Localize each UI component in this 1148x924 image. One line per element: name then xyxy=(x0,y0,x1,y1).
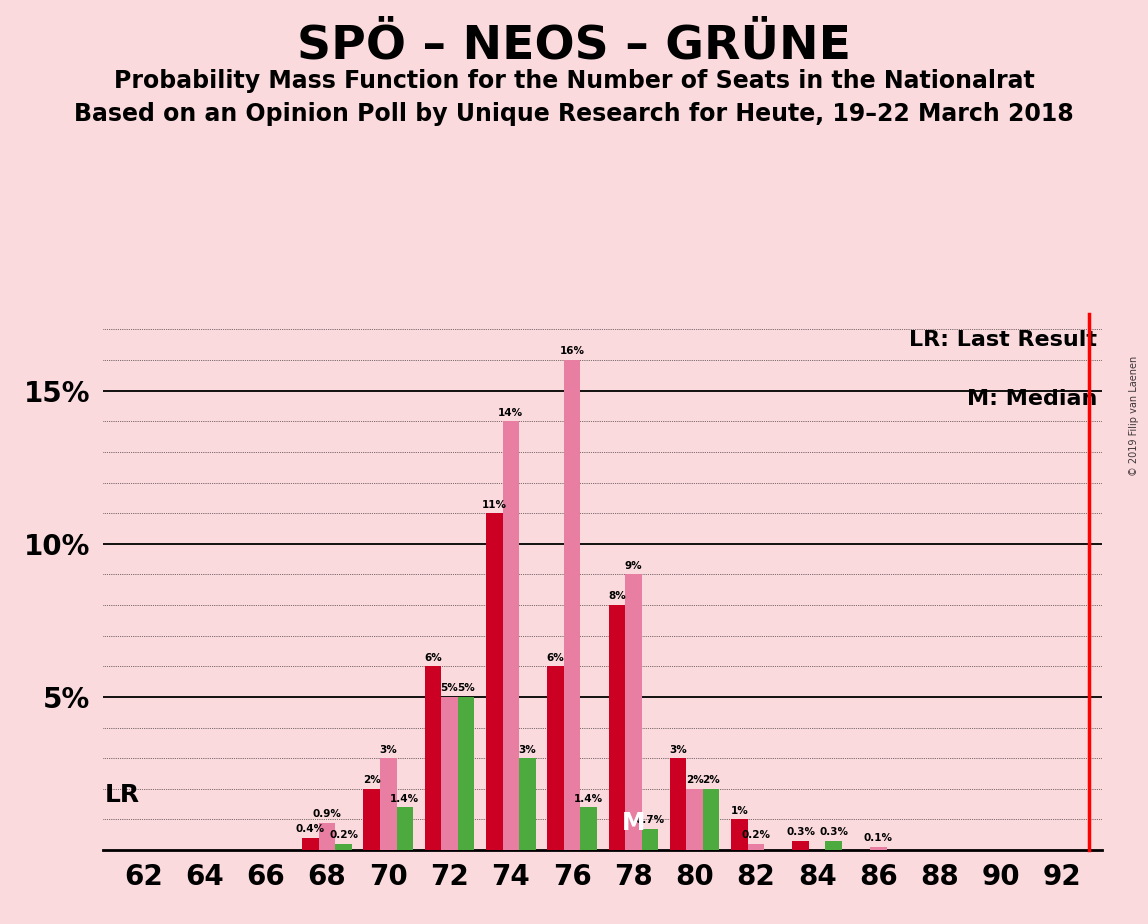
Bar xyxy=(825,841,841,850)
Bar xyxy=(687,789,703,850)
Bar xyxy=(503,421,519,850)
Text: 1%: 1% xyxy=(730,806,748,816)
Bar xyxy=(364,789,380,850)
Bar xyxy=(458,697,474,850)
Text: 2%: 2% xyxy=(363,775,381,785)
Bar xyxy=(319,822,335,850)
Bar xyxy=(703,789,720,850)
Text: M: Median: M: Median xyxy=(967,389,1097,409)
Text: 14%: 14% xyxy=(498,407,523,418)
Text: 3%: 3% xyxy=(669,745,687,755)
Text: Probability Mass Function for the Number of Seats in the Nationalrat: Probability Mass Function for the Number… xyxy=(114,69,1034,93)
Bar xyxy=(380,759,396,850)
Text: 5%: 5% xyxy=(457,683,475,693)
Text: 5%: 5% xyxy=(441,683,458,693)
Text: 0.9%: 0.9% xyxy=(312,808,341,819)
Bar xyxy=(792,841,809,850)
Bar xyxy=(548,666,564,850)
Text: 0.3%: 0.3% xyxy=(820,827,848,837)
Bar xyxy=(747,844,765,850)
Text: 1.4%: 1.4% xyxy=(574,794,603,804)
Text: Based on an Opinion Poll by Unique Research for Heute, 19–22 March 2018: Based on an Opinion Poll by Unique Resea… xyxy=(75,102,1073,126)
Text: 16%: 16% xyxy=(559,346,584,357)
Text: 3%: 3% xyxy=(379,745,397,755)
Text: SPÖ – NEOS – GRÜNE: SPÖ – NEOS – GRÜNE xyxy=(297,23,851,68)
Text: 3%: 3% xyxy=(519,745,536,755)
Bar xyxy=(396,808,413,850)
Text: 9%: 9% xyxy=(625,561,642,571)
Bar xyxy=(608,605,625,850)
Bar xyxy=(669,759,687,850)
Text: LR: Last Result: LR: Last Result xyxy=(909,330,1097,350)
Bar xyxy=(731,820,747,850)
Text: 0.7%: 0.7% xyxy=(635,815,665,825)
Bar xyxy=(581,808,597,850)
Text: LR: LR xyxy=(104,783,140,807)
Text: 0.4%: 0.4% xyxy=(296,824,325,834)
Text: 6%: 6% xyxy=(546,652,565,663)
Bar xyxy=(870,847,886,850)
Bar xyxy=(486,513,503,850)
Text: 1.4%: 1.4% xyxy=(390,794,419,804)
Text: 11%: 11% xyxy=(482,500,506,509)
Text: 0.1%: 0.1% xyxy=(864,833,893,844)
Text: 0.2%: 0.2% xyxy=(329,831,358,840)
Bar xyxy=(519,759,536,850)
Text: 6%: 6% xyxy=(424,652,442,663)
Bar xyxy=(425,666,441,850)
Text: M: M xyxy=(622,810,645,834)
Bar xyxy=(564,360,581,850)
Text: 8%: 8% xyxy=(608,591,626,602)
Text: 2%: 2% xyxy=(703,775,720,785)
Bar xyxy=(625,575,642,850)
Bar xyxy=(335,844,351,850)
Text: 0.3%: 0.3% xyxy=(786,827,815,837)
Bar xyxy=(642,829,658,850)
Bar xyxy=(302,838,319,850)
Text: 0.2%: 0.2% xyxy=(742,831,770,840)
Bar xyxy=(441,697,458,850)
Text: 2%: 2% xyxy=(685,775,704,785)
Text: © 2019 Filip van Laenen: © 2019 Filip van Laenen xyxy=(1128,356,1139,476)
